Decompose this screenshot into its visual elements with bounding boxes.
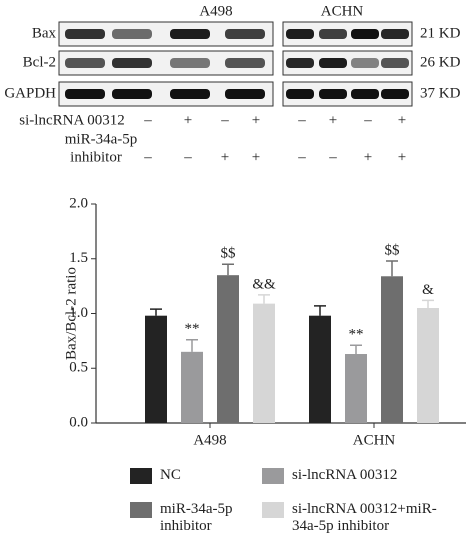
legend-swatch [262, 502, 284, 518]
annotation: $$ [385, 242, 401, 258]
bar [309, 315, 331, 423]
error-bar [314, 305, 326, 316]
y-axis-label: Bax/Bcl-2 ratio [63, 267, 79, 360]
treatment-label: inhibitor [70, 149, 122, 165]
bar [217, 275, 239, 423]
band [351, 89, 379, 99]
bands [65, 29, 409, 99]
size-label: 37 KD [420, 85, 461, 101]
annotation: & [422, 282, 434, 298]
treatment-sign: – [297, 149, 306, 165]
band [381, 58, 409, 68]
band [112, 58, 152, 68]
legend-label: si-lncRNA 00312 [292, 467, 398, 483]
bar [381, 276, 403, 423]
treatment-sign: + [252, 149, 260, 165]
band [225, 89, 265, 99]
band [170, 58, 210, 68]
y-tick-label: 0.0 [69, 414, 88, 430]
treatment-sign: + [364, 149, 372, 165]
annotation: ** [185, 321, 200, 337]
treatment-sign: – [297, 112, 306, 128]
treatment-label: si-lncRNA 00312 [19, 112, 124, 128]
treatment-sign: + [398, 149, 406, 165]
band [112, 29, 152, 39]
error-bar [222, 263, 234, 276]
band [170, 29, 210, 39]
band [286, 89, 314, 99]
band [351, 58, 379, 68]
x-tick-label: ACHN [353, 432, 396, 448]
treatment-sign: + [184, 112, 192, 128]
protein-label: Bax [32, 25, 57, 41]
treatment-sign: – [143, 112, 152, 128]
legend-swatch [262, 468, 284, 484]
error-bar [186, 339, 198, 352]
bar [417, 308, 439, 423]
band [286, 29, 314, 39]
band [65, 58, 105, 68]
legend-swatch [130, 468, 152, 484]
band [286, 58, 314, 68]
treatment-sign: – [328, 149, 337, 165]
y-tick-label: 2.0 [69, 195, 88, 211]
legend-label: si-lncRNA 00312+miR-34a-5p inhibitor [292, 501, 437, 534]
treatment-sign: – [183, 149, 192, 165]
treatment-sign: + [329, 112, 337, 128]
bar [345, 354, 367, 423]
treatment-sign: – [143, 149, 152, 165]
bar [181, 351, 203, 423]
annotation: $$ [221, 246, 237, 262]
annotation: ** [349, 327, 364, 343]
y-tick-label: 1.5 [69, 250, 88, 266]
band [225, 29, 265, 39]
y-tick-label: 0.5 [69, 360, 88, 376]
error-bar [422, 299, 434, 309]
band [319, 29, 347, 39]
band [319, 89, 347, 99]
band [65, 89, 105, 99]
treatment-sign: + [221, 149, 229, 165]
size-label: 26 KD [420, 54, 461, 70]
protein-label: Bcl-2 [23, 54, 56, 70]
treatment-sign: – [220, 112, 229, 128]
cell-line-label: A498 [199, 3, 232, 19]
error-bar [150, 308, 162, 316]
band [351, 29, 379, 39]
error-bar [386, 260, 398, 277]
legend-swatch [130, 502, 152, 518]
x-tick-label: A498 [193, 432, 226, 448]
error-bar [350, 344, 362, 355]
cell-line-label: ACHN [321, 3, 364, 19]
y-tick-label: 1.0 [69, 305, 88, 321]
annotation: && [252, 276, 276, 292]
band [381, 89, 409, 99]
band [112, 89, 152, 99]
protein-label: GAPDH [4, 85, 56, 101]
band [225, 58, 265, 68]
band [170, 89, 210, 99]
bar [145, 315, 167, 423]
band [65, 29, 105, 39]
bar [253, 303, 275, 423]
treatment-sign: – [363, 112, 372, 128]
size-label: 21 KD [420, 25, 461, 41]
band [381, 29, 409, 39]
legend-label: NC [160, 467, 181, 483]
band [319, 58, 347, 68]
error-bar [258, 294, 270, 304]
treatment-sign: + [398, 112, 406, 128]
treatment-sign: + [252, 112, 260, 128]
legend-label: miR-34a-5p inhibitor [160, 501, 233, 534]
treatment-label: miR-34a-5p [65, 131, 138, 147]
